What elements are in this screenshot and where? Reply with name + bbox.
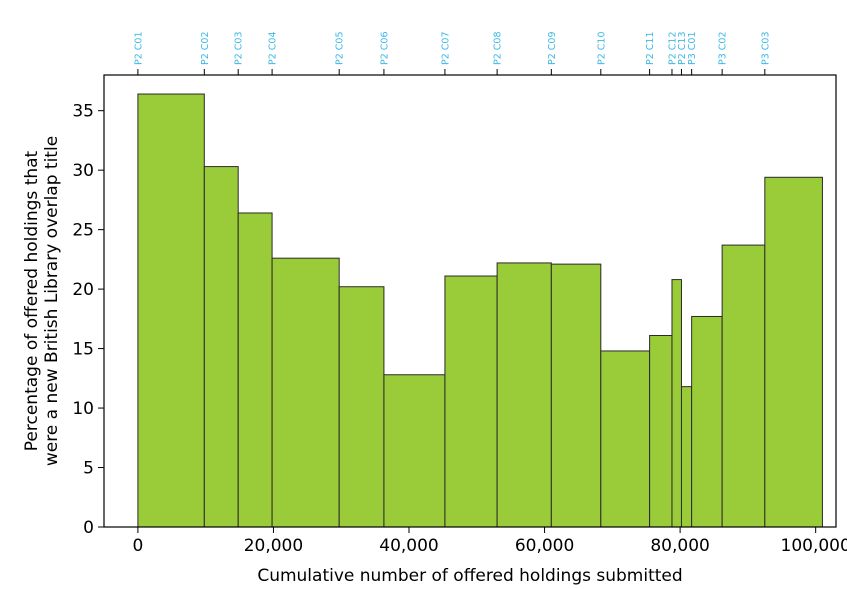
top-tick-label: P2 C09 <box>547 31 558 65</box>
x-tick-label: 100,000 <box>781 536 847 556</box>
top-tick-label: P2 C06 <box>379 31 390 65</box>
x-axis-ticks: 0 20,000 40,000 60,000 80,000 100,000 <box>132 527 847 556</box>
x-tick-label: 40,000 <box>379 536 438 556</box>
top-tick-label: P2 C07 <box>440 31 451 65</box>
bar-p2-c03 <box>237 212 273 528</box>
y-tick-label: 20 <box>72 280 94 300</box>
top-tick-labels-group: P2 C01 P2 C02 P2 C03 P2 C04 P2 C05 P2 C06 P2 C… <box>133 31 771 75</box>
bars-group <box>137 93 823 528</box>
bar-p2-c02 <box>203 166 239 528</box>
bar-p2-c09 <box>550 263 602 528</box>
y-tick-label: 30 <box>72 161 94 181</box>
x-tick-label: 20,000 <box>244 536 303 556</box>
top-tick-label: P2 C08 <box>493 31 504 65</box>
bar-p2-c13 <box>680 386 693 528</box>
y-tick-label: 25 <box>72 221 94 241</box>
y-tick-label: 15 <box>72 340 94 360</box>
top-tick-label: P2 C10 <box>596 31 607 65</box>
x-axis-label: Cumulative number of offered holdings su… <box>257 566 682 586</box>
bar-p3-c02 <box>721 244 766 528</box>
bar-p3-c01 <box>691 315 723 528</box>
top-tick-label: P2 C05 <box>335 31 346 65</box>
top-tick-label: P3 C01 <box>687 31 698 65</box>
bar-p2-c01 <box>137 93 205 528</box>
top-tick-label: P2 C12 <box>667 31 678 65</box>
y-tick-label: 0 <box>83 518 94 538</box>
x-tick-label: 0 <box>132 536 143 556</box>
bar-p2-c05 <box>338 286 385 528</box>
bar-p2-c12 <box>671 279 682 528</box>
bar-p2-c07 <box>444 275 498 528</box>
top-tick-label: P2 C11 <box>645 31 656 65</box>
y-axis-label-line-1: Percentage of offered holdings that <box>22 150 42 451</box>
top-tick-label: P2 C04 <box>268 31 279 65</box>
bar-p2-c10 <box>600 350 651 528</box>
bar-p2-c04 <box>271 257 340 528</box>
y-tick-label: 10 <box>72 399 94 419</box>
top-tick-label: P3 C03 <box>760 31 771 65</box>
bar-p3-c03 <box>764 176 823 528</box>
top-tick-label: P3 C02 <box>718 31 729 65</box>
bar-p2-c08 <box>496 262 552 528</box>
bar-p2-c06 <box>383 374 446 528</box>
top-tick-label: P2 C01 <box>133 31 144 65</box>
y-tick-label: 5 <box>83 459 94 479</box>
x-tick-label: 80,000 <box>650 536 709 556</box>
top-tick-label: P2 C13 <box>677 31 688 65</box>
x-tick-label: 60,000 <box>515 536 574 556</box>
top-tick-label: P2 C03 <box>234 31 245 65</box>
bar-p2-c11 <box>649 334 673 528</box>
plot-frame <box>103 74 837 528</box>
y-axis-label-line-2: were a new British Library overlap title <box>42 136 62 466</box>
y-axis-ticks: 0 5 10 15 20 25 30 35 <box>72 102 104 538</box>
y-tick-label: 35 <box>72 102 94 122</box>
top-tick-label: P2 C02 <box>200 31 211 65</box>
